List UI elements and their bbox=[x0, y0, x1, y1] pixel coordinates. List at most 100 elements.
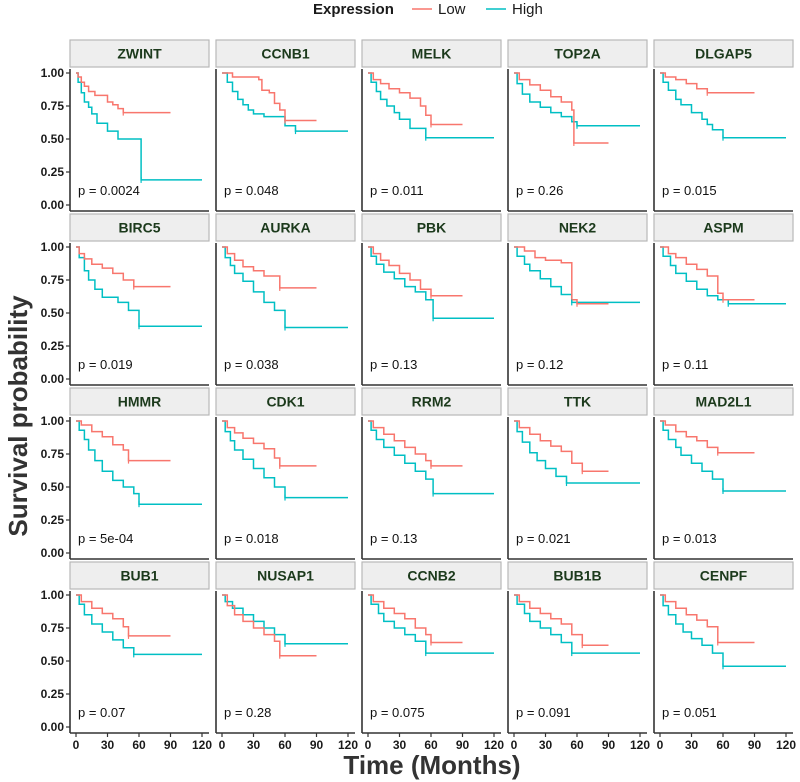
p-value-label: p = 0.011 bbox=[370, 183, 424, 198]
panel-ttk: TTK p = 0.021 bbox=[507, 387, 648, 560]
curve-high bbox=[660, 72, 786, 139]
y-axis-title: Survival probability bbox=[3, 295, 33, 537]
curve-low bbox=[660, 72, 755, 94]
y-tick-label: 0.75 bbox=[41, 273, 65, 287]
panel-strip bbox=[361, 213, 502, 242]
panel-ccnb2: CCNB2 0 30 60 90 120 p = 0.075 bbox=[361, 561, 504, 752]
curve-low bbox=[368, 594, 463, 644]
curve-low bbox=[222, 246, 317, 289]
curve-high bbox=[514, 420, 640, 484]
y-tick-label: 0.25 bbox=[41, 513, 65, 527]
panel-strip bbox=[507, 213, 648, 242]
x-tick-label: 0 bbox=[657, 738, 664, 752]
panel-title: BIRC5 bbox=[118, 220, 160, 236]
curve-high bbox=[222, 72, 348, 132]
x-tick-label: 30 bbox=[393, 738, 407, 752]
curve-high bbox=[368, 594, 494, 654]
panel-melk: MELK p = 0.011 bbox=[361, 39, 502, 212]
panel-strip bbox=[653, 213, 794, 242]
y-tick-label: 1.00 bbox=[41, 66, 65, 80]
curve-low bbox=[660, 594, 755, 644]
panel-title: ZWINT bbox=[117, 46, 162, 62]
panel-title: BUB1 bbox=[120, 568, 158, 584]
p-value-label: p = 0.048 bbox=[224, 183, 279, 198]
curve-high bbox=[368, 246, 494, 320]
curve-high bbox=[76, 72, 202, 181]
panel-title: HMMR bbox=[118, 394, 162, 410]
curve-high bbox=[514, 594, 640, 654]
curve-high bbox=[514, 246, 640, 304]
panel-bub1b: BUB1B 0 30 60 90 120 p = 0.091 bbox=[507, 561, 650, 752]
x-tick-label: 0 bbox=[219, 738, 226, 752]
x-tick-label: 30 bbox=[539, 738, 553, 752]
curve-low bbox=[222, 72, 317, 122]
x-tick-label: 0 bbox=[365, 738, 372, 752]
x-tick-label: 120 bbox=[776, 738, 796, 752]
curve-low bbox=[76, 246, 171, 288]
curve-high bbox=[368, 420, 494, 495]
y-tick-label: 0.50 bbox=[41, 654, 65, 668]
x-tick-label: 0 bbox=[511, 738, 518, 752]
curve-low bbox=[660, 246, 755, 301]
curve-high bbox=[222, 594, 348, 645]
legend-high-label: High bbox=[512, 1, 543, 18]
p-value-label: p = 0.13 bbox=[370, 357, 417, 372]
panel-nusap1: NUSAP1 0 30 60 90 120 p = 0.28 bbox=[215, 561, 358, 752]
legend-title: Expression bbox=[313, 1, 394, 18]
x-tick-label: 90 bbox=[602, 738, 616, 752]
curve-high bbox=[514, 72, 640, 127]
panel-strip bbox=[361, 39, 502, 68]
panel-title: AURKA bbox=[260, 220, 311, 236]
p-value-label: p = 5e-04 bbox=[78, 531, 133, 546]
panel-rrm2: RRM2 p = 0.13 bbox=[361, 387, 502, 560]
p-value-label: p = 0.07 bbox=[78, 705, 125, 720]
p-value-label: p = 0.038 bbox=[224, 357, 279, 372]
panel-strip bbox=[69, 387, 210, 416]
legend: Expression Low High bbox=[313, 1, 543, 18]
y-tick-label: 0.50 bbox=[41, 132, 65, 146]
y-tick-label: 0.00 bbox=[41, 720, 65, 734]
y-tick-label: 1.00 bbox=[41, 414, 65, 428]
panel-cenpf: CENPF 0 30 60 90 120 p = 0.051 bbox=[653, 561, 796, 752]
x-tick-label: 60 bbox=[716, 738, 730, 752]
panel-title: CCNB2 bbox=[407, 568, 455, 584]
p-value-label: p = 0.26 bbox=[516, 183, 563, 198]
x-tick-label: 120 bbox=[630, 738, 650, 752]
curve-high bbox=[660, 420, 786, 492]
panel-hmmr: HMMR 0.00 0.25 0.50 0.75 1.00 p = 5e-04 bbox=[41, 387, 210, 560]
panel-strip bbox=[215, 213, 356, 242]
panel-strip bbox=[361, 387, 502, 416]
p-value-label: p = 0.0024 bbox=[78, 183, 140, 198]
panel-strip bbox=[507, 387, 648, 416]
y-tick-label: 1.00 bbox=[41, 588, 65, 602]
panel-title: NEK2 bbox=[559, 220, 597, 236]
curve-low bbox=[514, 594, 609, 646]
panel-title: DLGAP5 bbox=[695, 46, 752, 62]
panel-zwint: ZWINT 0.00 0.25 0.50 0.75 1.00 p = 0.0024 bbox=[41, 39, 210, 212]
x-tick-label: 60 bbox=[132, 738, 146, 752]
curve-low bbox=[514, 72, 609, 144]
panel-title: PBK bbox=[417, 220, 447, 236]
p-value-label: p = 0.021 bbox=[516, 531, 571, 546]
panel-title: RRM2 bbox=[412, 394, 452, 410]
panel-strip bbox=[69, 39, 210, 68]
p-value-label: p = 0.12 bbox=[516, 357, 563, 372]
curve-low bbox=[514, 246, 609, 305]
curve-low bbox=[222, 594, 317, 657]
panel-top2a: TOP2A p = 0.26 bbox=[507, 39, 648, 212]
y-tick-label: 0.00 bbox=[41, 546, 65, 560]
panel-title: CCNB1 bbox=[261, 46, 309, 62]
curve-high bbox=[660, 594, 786, 668]
p-value-label: p = 0.091 bbox=[516, 705, 571, 720]
x-axis-title: Time (Months) bbox=[343, 750, 520, 780]
x-tick-label: 120 bbox=[338, 738, 358, 752]
p-value-label: p = 0.075 bbox=[370, 705, 425, 720]
y-tick-label: 0.25 bbox=[41, 339, 65, 353]
panel-strip bbox=[69, 561, 210, 590]
panel-ccnb1: CCNB1 p = 0.048 bbox=[215, 39, 356, 212]
panel-title: ASPM bbox=[703, 220, 743, 236]
x-tick-label: 120 bbox=[484, 738, 504, 752]
curve-high bbox=[76, 420, 202, 505]
panel-strip bbox=[215, 561, 356, 590]
